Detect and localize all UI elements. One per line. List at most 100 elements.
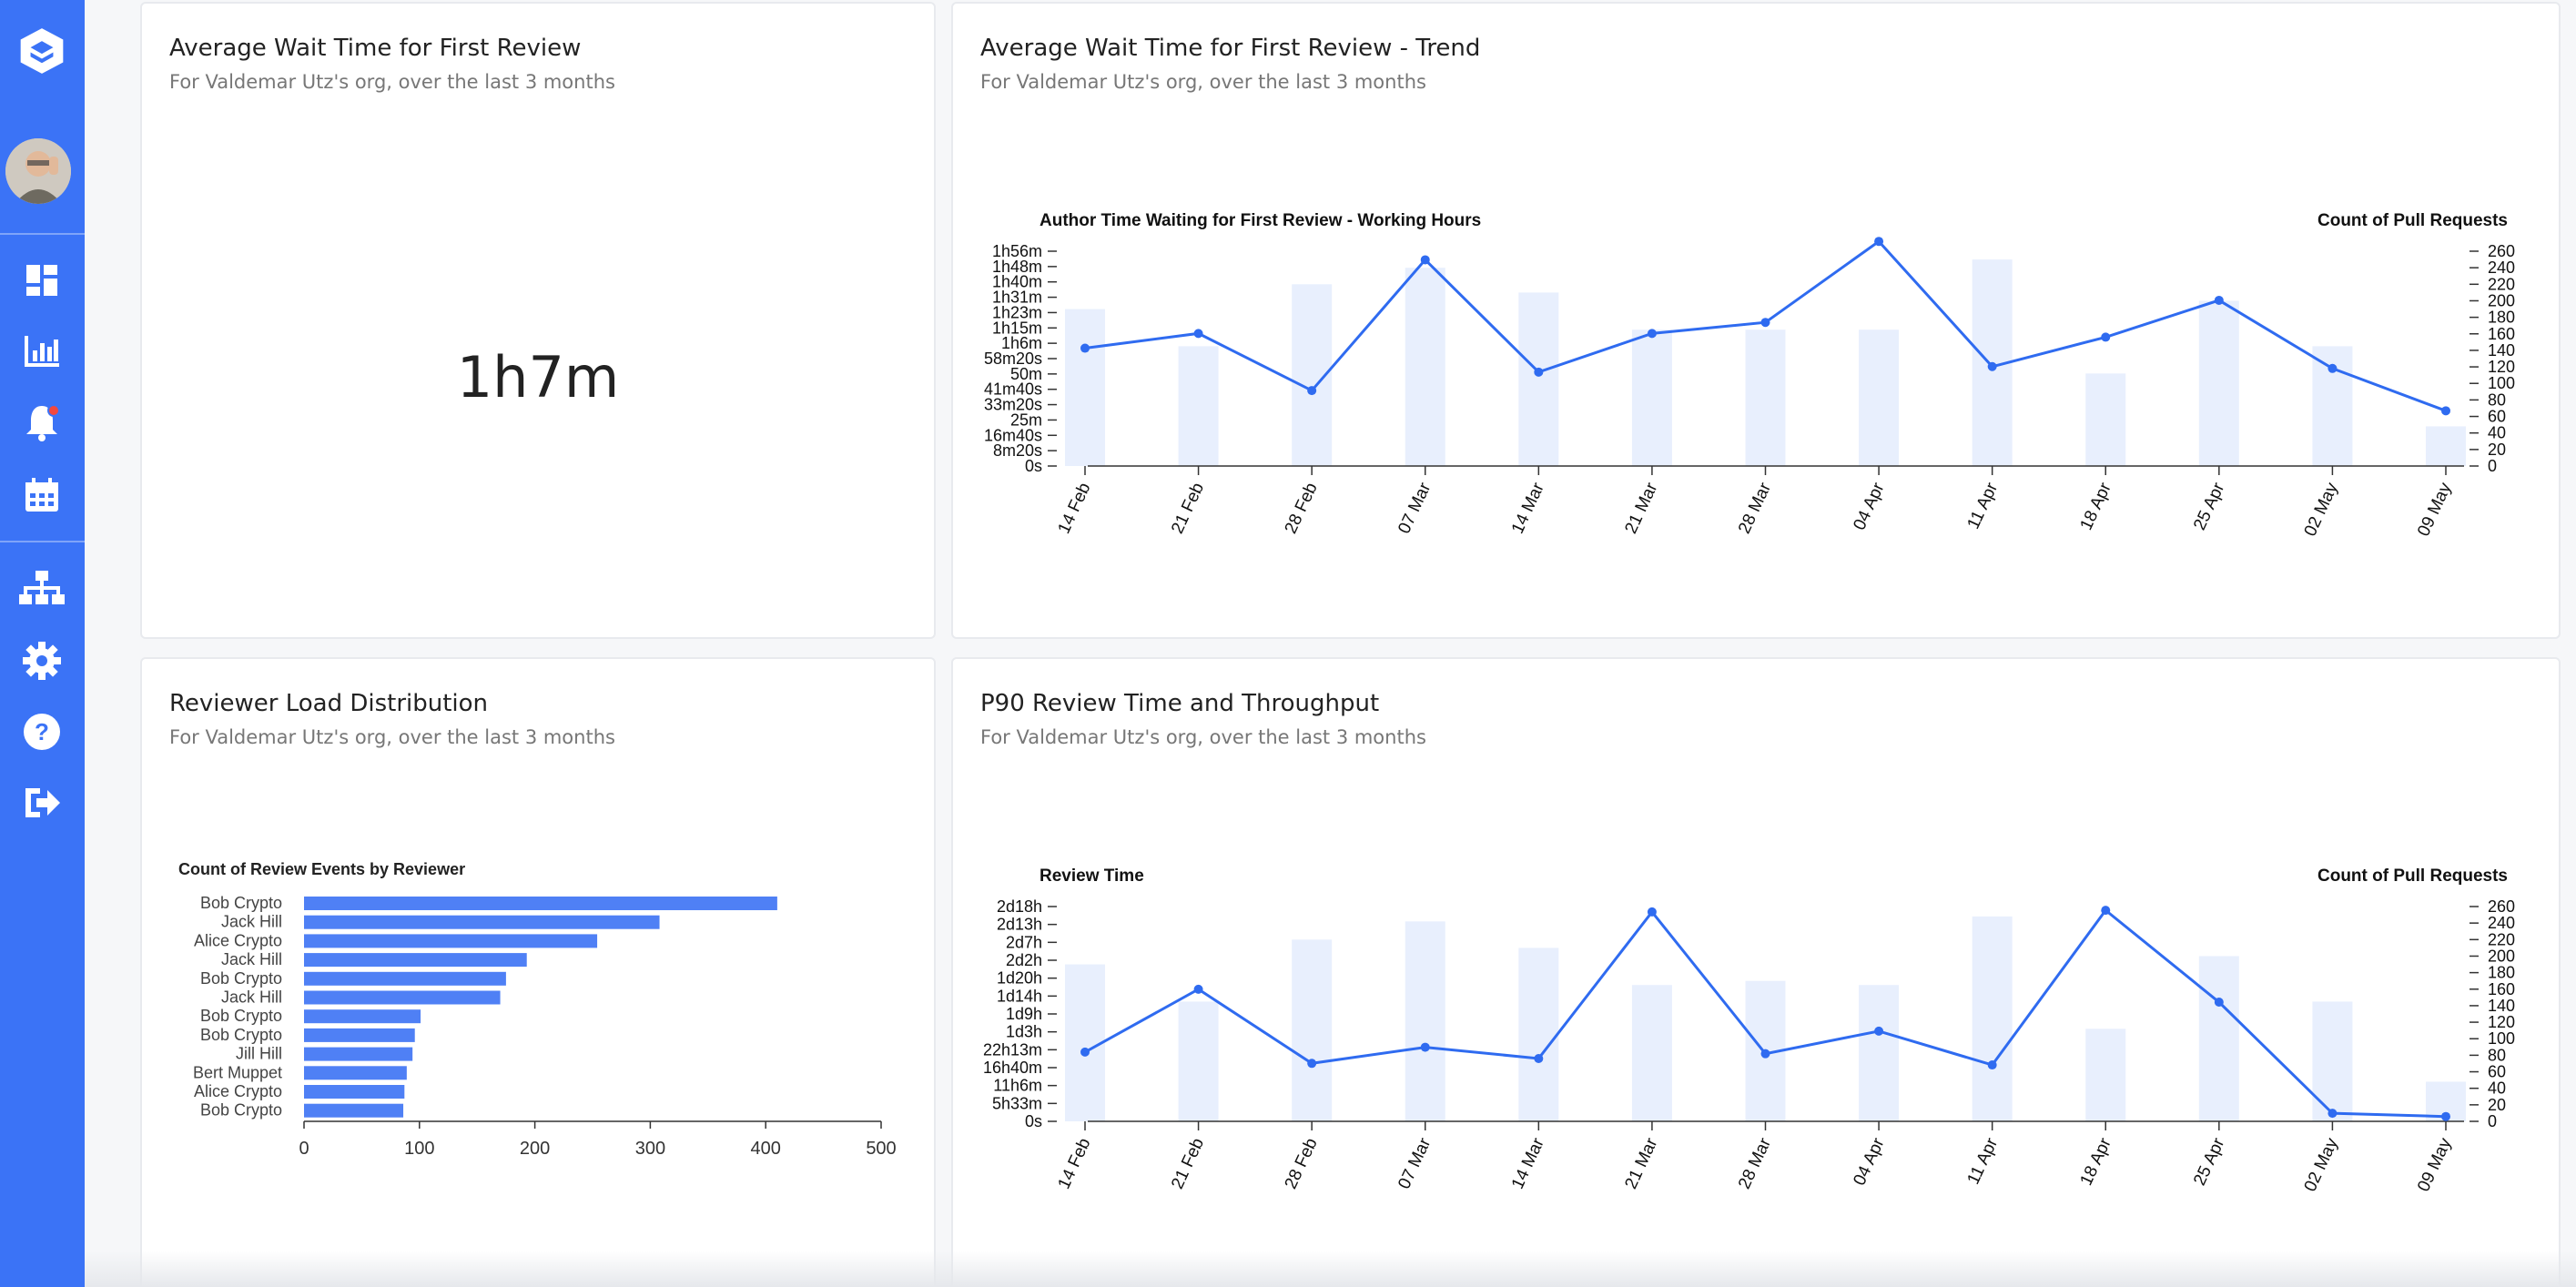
left-tick-label: 1h40m	[992, 273, 1042, 291]
count-bar[interactable]	[1972, 916, 2013, 1121]
series-point[interactable]	[1647, 329, 1657, 339]
count-bar[interactable]	[1859, 329, 1900, 466]
series-point[interactable]	[2328, 363, 2338, 373]
sidebar-divider	[0, 233, 85, 235]
left-tick-label: 2d2h	[1006, 951, 1042, 969]
left-tick-label: 1d14h	[997, 987, 1042, 1005]
count-bar[interactable]	[1292, 939, 1333, 1121]
series-point[interactable]	[1874, 1026, 1884, 1036]
series-point[interactable]	[1420, 1042, 1430, 1052]
series-point[interactable]	[2214, 295, 2224, 305]
reviewer-bar[interactable]	[304, 915, 660, 929]
left-tick-label: 11h6m	[993, 1077, 1042, 1095]
reviewer-bar[interactable]	[304, 1066, 407, 1080]
series-point[interactable]	[1647, 907, 1657, 917]
org-chart-icon[interactable]	[16, 562, 67, 613]
right-tick-label: 160	[2488, 980, 2515, 998]
series-point[interactable]	[2441, 406, 2450, 416]
right-tick-label: 80	[2488, 390, 2506, 409]
bar-chart-icon[interactable]	[16, 326, 67, 377]
series-point[interactable]	[1760, 1049, 1770, 1059]
calendar-icon[interactable]	[16, 470, 67, 521]
right-tick-label: 260	[2488, 897, 2515, 916]
count-bar[interactable]	[1518, 948, 1559, 1121]
count-bar[interactable]	[1178, 1001, 1219, 1121]
logout-icon[interactable]	[16, 777, 67, 828]
count-bar[interactable]	[1178, 346, 1219, 466]
count-bar[interactable]	[1631, 985, 1672, 1121]
count-bar[interactable]	[2198, 300, 2239, 466]
count-bar[interactable]	[1405, 268, 1445, 466]
series-point[interactable]	[1193, 984, 1203, 994]
count-bar[interactable]	[1631, 329, 1672, 466]
series-point[interactable]	[1760, 318, 1770, 328]
count-bar[interactable]	[1065, 309, 1105, 466]
x-tick-label: 11 Apr	[1964, 480, 2003, 532]
count-bar[interactable]	[2312, 1001, 2353, 1121]
p90-chart: Review Time Count of Pull Requests 0s5h33m…	[983, 866, 2515, 1195]
count-bar[interactable]	[1405, 921, 1445, 1121]
series-point[interactable]	[2214, 998, 2224, 1008]
reviewer-label: Bob Crypto	[200, 894, 282, 912]
count-bar[interactable]	[1859, 985, 1900, 1121]
left-tick-label: 0s	[1025, 1112, 1042, 1130]
reviewer-bar[interactable]	[304, 934, 598, 948]
right-tick-label: 260	[2488, 242, 2515, 260]
right-tick-label: 0	[2488, 1112, 2497, 1130]
card-title: Average Wait Time for First Review	[169, 35, 582, 62]
series-point[interactable]	[1080, 1047, 1090, 1057]
series-point[interactable]	[1987, 1060, 1997, 1070]
count-bar[interactable]	[2426, 426, 2466, 466]
reviewer-bar[interactable]	[304, 1047, 413, 1061]
series-point[interactable]	[1534, 367, 1544, 377]
help-icon[interactable]: ?	[16, 706, 67, 757]
logo-icon[interactable]	[16, 25, 67, 76]
reviewer-bar[interactable]	[304, 1028, 415, 1042]
x-tick-label: 21 Mar	[1621, 480, 1661, 537]
x-tick-label: 14 Feb	[1054, 1135, 1094, 1191]
series-point[interactable]	[2101, 906, 2111, 916]
card-subtitle: For Valdemar Utz's org, over the last 3 …	[169, 71, 615, 93]
series-point[interactable]	[1307, 386, 1317, 396]
count-bar[interactable]	[1745, 329, 1786, 466]
count-bar[interactable]	[1065, 964, 1105, 1121]
reviewer-label: Alice Crypto	[194, 931, 282, 949]
series-point[interactable]	[1080, 343, 1090, 353]
right-tick-label: 20	[2488, 1096, 2506, 1114]
card-subtitle: For Valdemar Utz's org, over the last 3 …	[980, 726, 1426, 748]
right-tick-label: 0	[2488, 457, 2497, 475]
reviewer-bar[interactable]	[304, 1085, 405, 1099]
count-bar[interactable]	[2198, 956, 2239, 1121]
reviewer-bar[interactable]	[304, 897, 777, 910]
bell-icon[interactable]	[16, 397, 67, 448]
series-point[interactable]	[1874, 237, 1884, 247]
reviewer-label: Jack Hill	[221, 950, 282, 968]
series-point[interactable]	[1193, 329, 1203, 339]
series-point[interactable]	[1534, 1053, 1544, 1063]
count-bar[interactable]	[1518, 292, 1559, 466]
x-tick-label: 400	[751, 1139, 781, 1159]
gear-icon[interactable]	[16, 635, 67, 686]
reviewer-bar[interactable]	[304, 1103, 404, 1118]
reviewer-bar[interactable]	[304, 953, 527, 968]
avatar[interactable]	[5, 138, 71, 204]
reviewer-bar[interactable]	[304, 1009, 421, 1024]
dashboard-icon[interactable]	[16, 255, 67, 306]
x-tick-label: 14 Mar	[1508, 480, 1548, 537]
right-axis-title: Count of Pull Requests	[2317, 211, 2508, 230]
left-tick-label: 33m20s	[984, 396, 1042, 414]
count-bar[interactable]	[2085, 1029, 2126, 1121]
x-tick-label: 500	[866, 1139, 896, 1159]
left-tick-label: 1h56m	[992, 242, 1042, 260]
count-bar[interactable]	[2085, 373, 2126, 466]
series-point[interactable]	[2328, 1109, 2338, 1119]
series-point[interactable]	[2441, 1111, 2450, 1121]
series-point[interactable]	[1987, 361, 1997, 371]
reviewer-bar[interactable]	[304, 971, 506, 986]
series-point[interactable]	[1307, 1059, 1317, 1069]
reviewer-label: Bob Crypto	[200, 1026, 282, 1044]
reviewer-bar[interactable]	[304, 990, 501, 1005]
sidebar-divider	[0, 541, 85, 542]
series-point[interactable]	[2101, 332, 2111, 342]
series-point[interactable]	[1420, 255, 1430, 265]
